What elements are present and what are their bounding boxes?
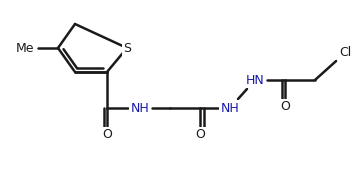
Text: O: O: [102, 129, 112, 141]
Text: HN: HN: [246, 73, 264, 87]
Text: Me: Me: [15, 41, 34, 55]
Text: S: S: [123, 41, 131, 55]
Text: O: O: [280, 101, 290, 113]
Text: Cl: Cl: [339, 47, 351, 59]
Text: NH: NH: [131, 101, 149, 115]
Text: NH: NH: [221, 101, 239, 115]
Text: O: O: [195, 129, 205, 141]
